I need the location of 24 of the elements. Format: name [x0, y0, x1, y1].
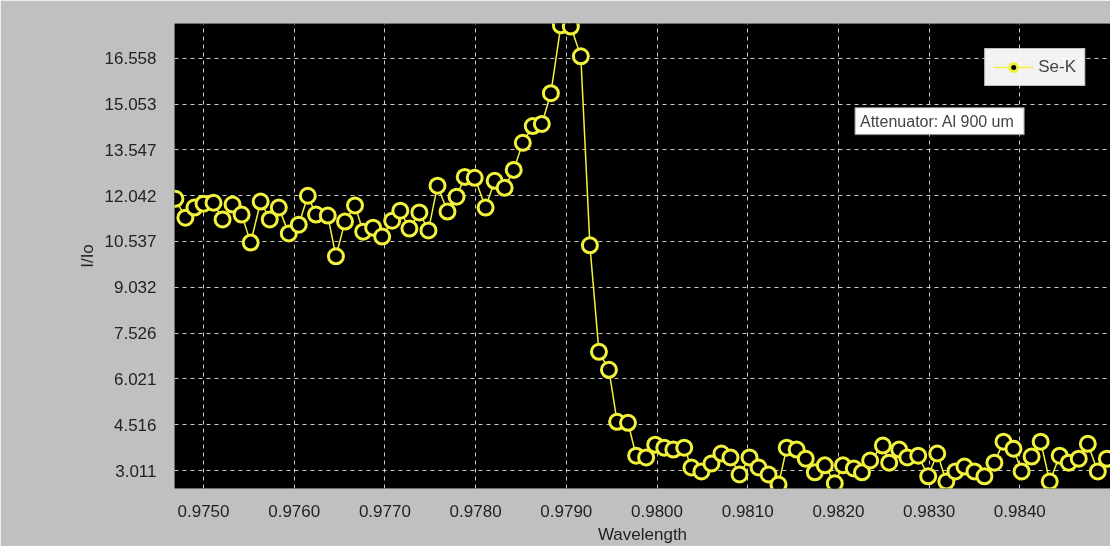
y-tick-label: 6.021 [113, 369, 157, 389]
x-tick-label: 0.9830 [903, 501, 956, 521]
x-tick-label: 0.9750 [177, 501, 230, 521]
x-tick-label: 0.9790 [540, 501, 593, 521]
y-tick-label: 15.053 [104, 95, 157, 115]
x-tick-label: 0.9760 [268, 501, 321, 521]
legend-label: Se-K [1038, 57, 1076, 77]
y-tick-label: 7.526 [113, 324, 157, 344]
x-tick-label: 0.9840 [993, 501, 1046, 521]
y-tick-label: 9.032 [113, 278, 157, 298]
x-tick-label: 0.9810 [721, 501, 774, 521]
y-tick-label: 16.558 [104, 49, 157, 69]
x-tick-label: 0.9780 [449, 501, 502, 521]
y-tick-label: 12.042 [104, 186, 157, 206]
x-axis-title: Wavelength [597, 524, 688, 544]
y-tick-label: 4.516 [113, 415, 157, 435]
x-tick-label: 0.9820 [812, 501, 865, 521]
x-tick-label: 0.9800 [631, 501, 684, 521]
y-axis-title: I/Io [77, 244, 97, 268]
x-tick-label: 0.9770 [358, 501, 411, 521]
annotation: Attenuator: Al 900 um [859, 112, 1014, 130]
y-tick-label: 3.011 [115, 461, 157, 481]
y-tick-label: 13.547 [104, 140, 157, 160]
y-tick-label: 10.537 [104, 232, 157, 252]
